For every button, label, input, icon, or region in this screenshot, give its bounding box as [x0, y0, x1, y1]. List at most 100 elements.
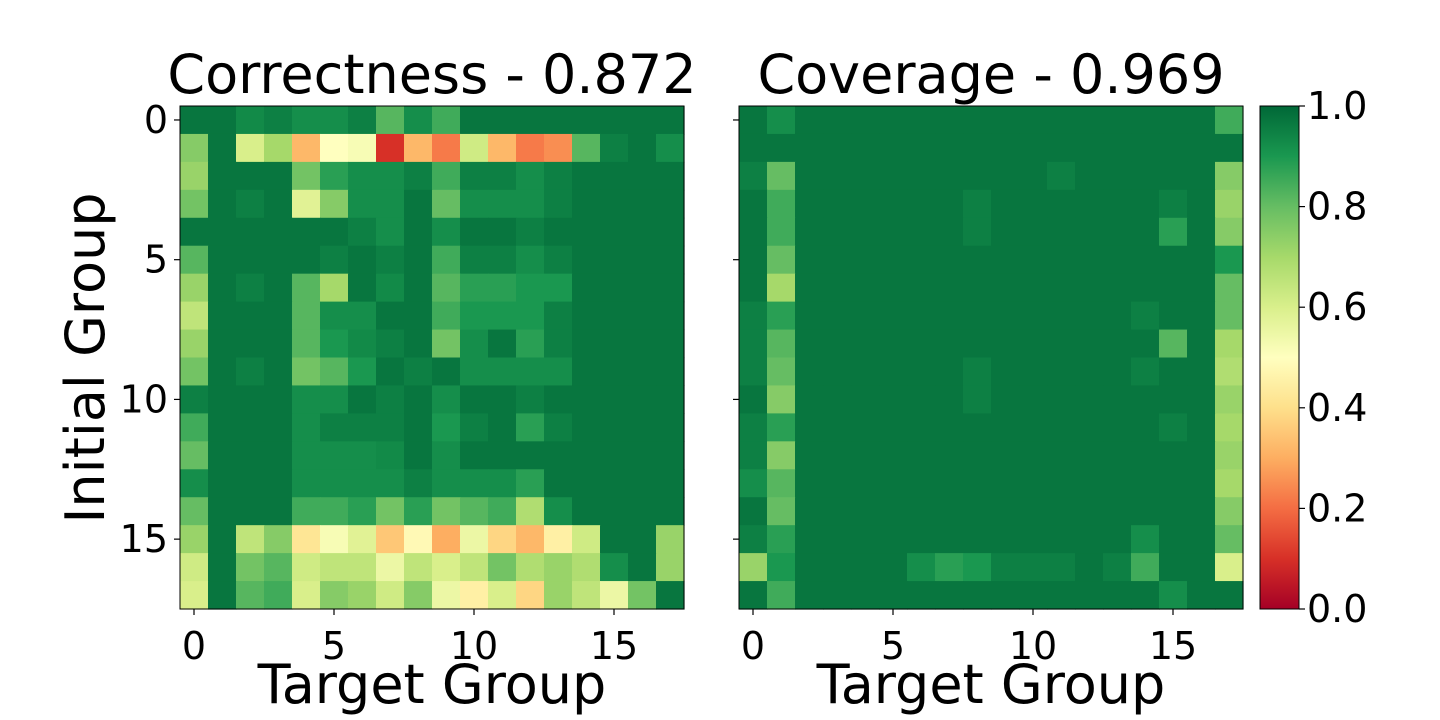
heatmap-cell: [404, 106, 433, 135]
heatmap-cell: [851, 217, 880, 247]
heatmap-cell: [600, 161, 629, 191]
heatmap-cell: [544, 413, 573, 442]
correctness-y-ticks: 0 5 10 15: [120, 98, 180, 561]
heatmap-cell: [404, 413, 433, 442]
heatmap-cell: [320, 189, 349, 219]
heatmap-cell: [1187, 441, 1216, 470]
heatmap-cell: [628, 161, 657, 191]
heatmap-cell: [432, 441, 461, 470]
heatmap-cell: [656, 385, 685, 414]
heatmap-cell: [795, 329, 824, 359]
heatmap-cell: [600, 329, 629, 359]
heatmap-cell: [236, 385, 265, 414]
heatmap-cell: [879, 469, 908, 498]
heatmap-cell: [488, 161, 517, 191]
heatmap-cell: [208, 581, 237, 610]
heatmap-cell: [516, 497, 545, 526]
heatmap-cell: [963, 245, 992, 275]
heatmap-cell: [963, 385, 992, 414]
heatmap-cell: [404, 161, 433, 191]
heatmap-cell: [1131, 133, 1160, 163]
heatmap-cell: [572, 581, 601, 610]
heatmap-cell: [1047, 189, 1076, 219]
heatmap-cell: [460, 329, 489, 359]
heatmap-cell: [432, 217, 461, 247]
heatmap-cell: [628, 133, 657, 163]
heatmap-cell: [907, 189, 936, 219]
heatmap-cell: [180, 329, 209, 359]
heatmap-cell: [544, 497, 573, 526]
heatmap-cell: [795, 581, 824, 610]
heatmap-cell: [963, 273, 992, 303]
heatmap-cell: [180, 413, 209, 442]
heatmap-cell: [1019, 525, 1048, 554]
heatmap-cell: [879, 106, 908, 135]
heatmap-cell: [1103, 525, 1132, 554]
heatmap-cell: [1131, 301, 1160, 331]
heatmap-cell: [432, 413, 461, 442]
heatmap-cell: [1215, 189, 1244, 219]
heatmap-cell: [1019, 273, 1048, 303]
heatmap-cell: [879, 301, 908, 331]
heatmap-cell: [656, 581, 685, 610]
heatmap-cell: [767, 553, 796, 582]
heatmap-cell: [348, 329, 377, 359]
heatmap-cell: [628, 385, 657, 414]
heatmap-cell: [348, 413, 377, 442]
heatmap-cell: [320, 161, 349, 191]
heatmap-cell: [264, 525, 293, 554]
heatmap-cell: [1131, 441, 1160, 470]
heatmap-cell: [264, 581, 293, 610]
heatmap-cell: [460, 357, 489, 387]
heatmap-cell: [767, 525, 796, 554]
heatmap-cell: [264, 273, 293, 303]
heatmap-cell: [739, 301, 768, 331]
heatmap-cell: [208, 553, 237, 582]
heatmap-cell: [208, 441, 237, 470]
heatmap-cell: [1047, 497, 1076, 526]
heatmap-cell: [1047, 106, 1076, 135]
heatmap-cell: [376, 581, 405, 610]
heatmap-cell: [460, 217, 489, 247]
heatmap-cell: [628, 497, 657, 526]
heatmap-cell: [823, 189, 852, 219]
heatmap-cell: [767, 217, 796, 247]
heatmap-cell: [488, 189, 517, 219]
heatmap-cell: [1019, 413, 1048, 442]
heatmap-cell: [236, 161, 265, 191]
heatmap-cell: [208, 469, 237, 498]
heatmap-cell: [1103, 273, 1132, 303]
heatmap-cell: [1131, 245, 1160, 275]
heatmap-cell: [180, 245, 209, 275]
heatmap-cell: [376, 413, 405, 442]
heatmap-cell: [851, 469, 880, 498]
colorbar-frame: [1259, 105, 1300, 610]
heatmap-cell: [404, 357, 433, 387]
heatmap-cell: [1187, 553, 1216, 582]
heatmap-cell: [1075, 106, 1104, 135]
heatmap-cell: [767, 301, 796, 331]
heatmap-cell: [264, 217, 293, 247]
heatmap-cell: [404, 441, 433, 470]
heatmap-cell: [823, 273, 852, 303]
heatmap-cell: [1215, 161, 1244, 191]
heatmap-cell: [656, 301, 685, 331]
heatmap-cell: [572, 441, 601, 470]
heatmap-cell: [432, 385, 461, 414]
heatmap-cell: [572, 189, 601, 219]
heatmap-cell: [1187, 497, 1216, 526]
heatmap-cell: [320, 273, 349, 303]
heatmap-cell: [348, 161, 377, 191]
heatmap-cell: [1215, 357, 1244, 387]
heatmap-cell: [991, 189, 1020, 219]
heatmap-cell: [544, 133, 573, 163]
heatmap-cell: [348, 525, 377, 554]
heatmap-cell: [600, 357, 629, 387]
heatmap-cell: [572, 413, 601, 442]
heatmap-cell: [851, 161, 880, 191]
heatmap-cell: [656, 217, 685, 247]
heatmap-cell: [264, 245, 293, 275]
heatmap-cell: [628, 245, 657, 275]
heatmap-cell: [963, 413, 992, 442]
heatmap-cell: [935, 301, 964, 331]
